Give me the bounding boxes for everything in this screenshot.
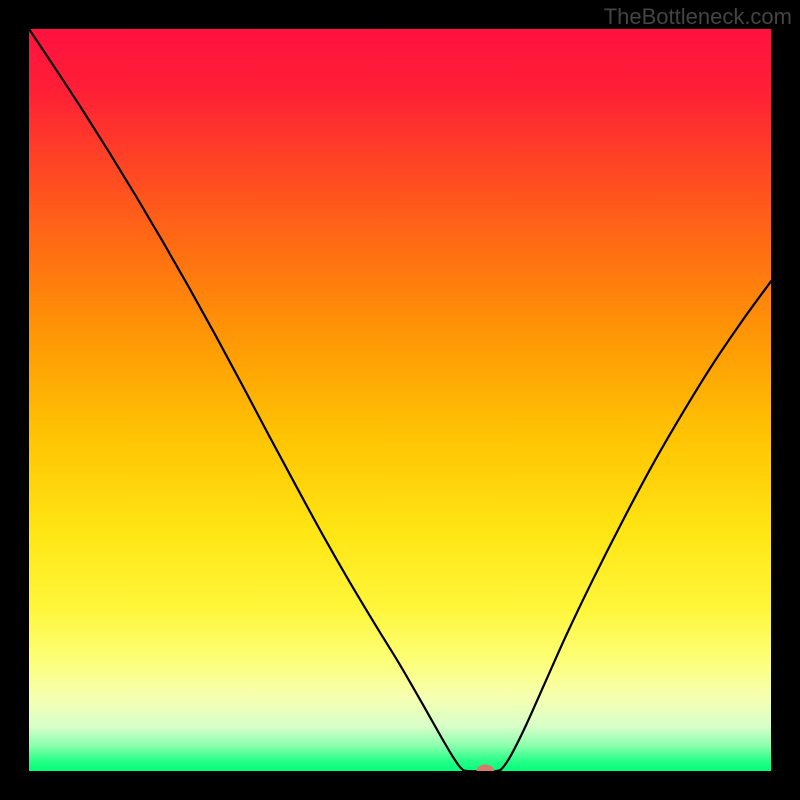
chart-container: TheBottleneck.com: [0, 0, 800, 800]
gradient-background: [29, 29, 771, 771]
watermark-text: TheBottleneck.com: [604, 4, 792, 30]
bottleneck-chart: [0, 0, 800, 800]
